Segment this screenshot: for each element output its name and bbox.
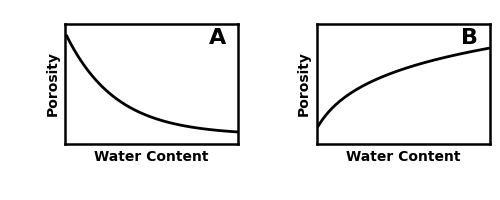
Text: B: B: [460, 28, 477, 48]
Y-axis label: Porosity: Porosity: [297, 52, 311, 116]
X-axis label: Water Content: Water Content: [94, 150, 209, 164]
X-axis label: Water Content: Water Content: [346, 150, 461, 164]
Y-axis label: Porosity: Porosity: [46, 52, 60, 116]
Text: A: A: [209, 28, 226, 48]
